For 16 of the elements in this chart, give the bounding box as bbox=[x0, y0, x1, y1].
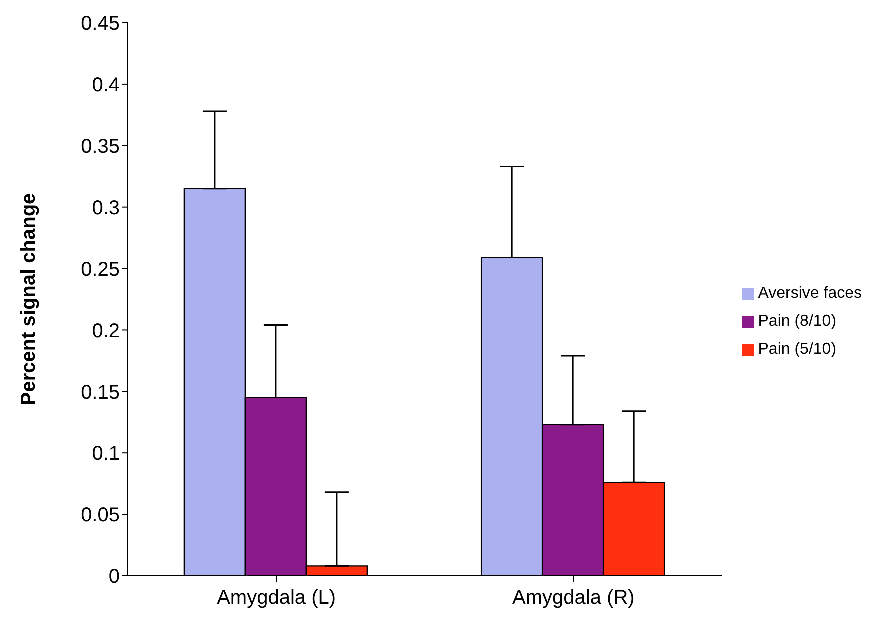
legend-label: Aversive faces bbox=[758, 285, 862, 302]
y-axis-title: Percent signal change bbox=[18, 193, 40, 406]
y-tick-label: 0.25 bbox=[81, 258, 120, 281]
y-tick-label: 0.4 bbox=[92, 74, 120, 97]
legend-label: Pain (5/10) bbox=[758, 341, 837, 358]
legend-label: Pain (8/10) bbox=[758, 313, 837, 330]
y-tick-label: 0.35 bbox=[81, 136, 120, 158]
x-tick-label: Amygdala (L) bbox=[217, 587, 336, 610]
y-tick-label: 0.2 bbox=[92, 320, 120, 342]
y-tick-label: 0.1 bbox=[92, 443, 120, 466]
y-tick-label: 0.05 bbox=[81, 504, 120, 527]
y-tick-label: 0.3 bbox=[92, 197, 120, 220]
y-tick-label: 0.45 bbox=[81, 13, 120, 36]
y-tick-label: 0 bbox=[108, 566, 120, 588]
y-tick-label: 0.15 bbox=[81, 382, 120, 404]
x-tick-label: Amygdala (R) bbox=[512, 587, 635, 610]
